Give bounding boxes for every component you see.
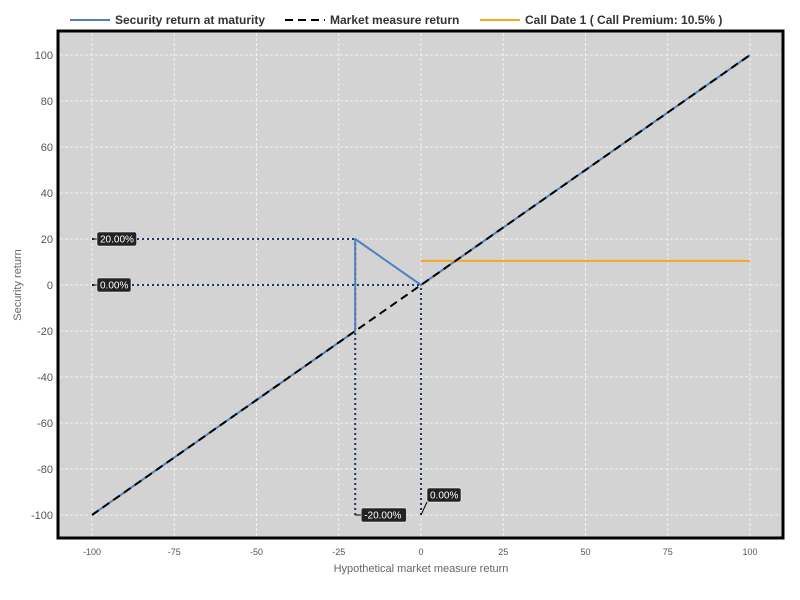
callout-leader	[420, 501, 428, 516]
legend-label-market-return: Market measure return	[330, 13, 459, 27]
y-tick-label: -40	[37, 372, 53, 384]
x-axis-title: Hypothetical market measure return	[334, 563, 509, 575]
series-line-market-return	[91, 54, 751, 516]
x-tick-label: -25	[332, 547, 345, 557]
y-tick-label: 40	[41, 188, 53, 200]
callouts: 20.00% 0.00% -20.00% 0.00%	[92, 231, 462, 523]
y-tick-label: 0	[47, 280, 53, 292]
x-tick-label: -50	[250, 547, 263, 557]
callout-label: -20.00%	[364, 511, 401, 522]
legend-label-security-return: Security return at maturity	[115, 13, 265, 27]
callout-box	[426, 487, 462, 503]
callout-label: 0.00%	[100, 281, 128, 292]
y-tick-label: -20	[37, 326, 53, 338]
callout-box	[96, 277, 132, 293]
callout-box	[96, 231, 137, 247]
series-lines	[91, 54, 751, 516]
y-tick-label: 100	[35, 50, 53, 62]
y-tick-label: -80	[37, 464, 53, 476]
callout-label: 20.00%	[100, 235, 134, 246]
x-tick-label: 75	[663, 547, 673, 557]
y-axis-title: Security return	[12, 249, 24, 321]
x-tick-label: 50	[580, 547, 590, 557]
x-tick-label: 0	[418, 547, 423, 557]
y-tick-label: 60	[41, 142, 53, 154]
x-tick-label: -100	[83, 547, 101, 557]
tick-labels: -100 -75 -50 -25 0 25 50 75 100 -100 -80 -60 -40 -20 0…	[31, 50, 758, 557]
x-tick-label: -75	[168, 547, 181, 557]
x-tick-label: 100	[742, 547, 757, 557]
y-tick-label: -60	[37, 418, 53, 430]
x-tick-label: 25	[498, 547, 508, 557]
callout-label: 0.00%	[430, 491, 458, 502]
y-tick-label: -100	[31, 510, 53, 522]
callout-box	[360, 507, 407, 523]
y-tick-label: 20	[41, 234, 53, 246]
legend-label-call-date: Call Date 1 ( Call Premium: 10.5% )	[525, 13, 722, 27]
y-tick-label: 80	[41, 96, 53, 108]
legend: Security return at maturity Market measu…	[70, 13, 722, 27]
